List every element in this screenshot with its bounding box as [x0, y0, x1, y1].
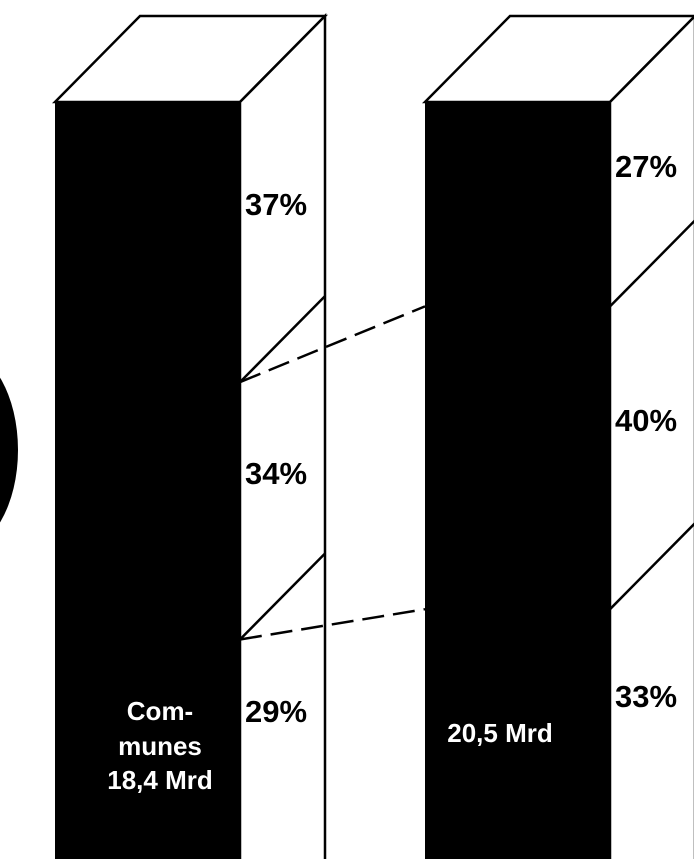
column-communes-side-face	[238, 12, 327, 859]
column-communes-label-line-3: 18,4 Mrd	[107, 765, 213, 795]
column-second-segment-divider-2	[609, 522, 694, 611]
connector-line-1	[239, 305, 426, 384]
column-communes-segment-label-1: 37%	[245, 187, 307, 222]
column-second-segment-divider-1	[609, 219, 694, 308]
column-communes-label-line-2: munes	[118, 731, 202, 761]
column-second-label-line-1: 20,5 Mrd	[447, 718, 553, 748]
column-communes-segment-divider-2	[239, 552, 326, 641]
column-communes-label-line-1: Com-	[127, 696, 193, 726]
connector-line-2	[239, 607, 426, 641]
column-second: 27% 40% 33% 20,5 Mrd	[422, 14, 694, 859]
column-second-segment-label-2: 40%	[615, 403, 677, 438]
decorative-dark-disc	[0, 377, 18, 523]
column-communes-segment-divider-1	[239, 295, 326, 383]
column-second-segment-label-1: 27%	[615, 149, 677, 184]
column-communes-segment-label-2: 34%	[245, 456, 307, 491]
column-communes: 37% 34% 29% Com- munes 18,4 Mrd	[52, 12, 328, 859]
column-communes-segment-label-3: 29%	[245, 694, 307, 729]
column-second-segment-label-3: 33%	[615, 679, 677, 714]
column-second-front-face	[425, 102, 610, 859]
column-communes-front-face	[55, 102, 240, 859]
